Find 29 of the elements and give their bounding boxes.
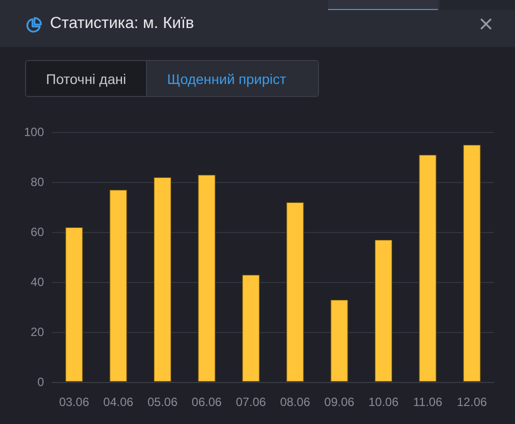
y-tick-label: 40 (30, 275, 44, 289)
x-tick-label: 10.06 (368, 395, 399, 409)
x-tick-label: 06.06 (192, 395, 222, 409)
text: Поточні дані (26, 61, 148, 96)
y-tick-label: 80 (30, 175, 44, 189)
bar (330, 300, 348, 382)
x-tick-label: 09.06 (324, 395, 355, 409)
text: Щоденний приріст (147, 61, 318, 96)
bar (286, 202, 304, 382)
bar (418, 154, 437, 382)
bar (242, 274, 260, 382)
y-tick-label: 20 (30, 325, 44, 339)
bar (65, 227, 84, 382)
bar (198, 174, 216, 382)
chart-title: Статистика: м. Київ (50, 14, 194, 34)
x-tick-label: 05.06 (147, 395, 178, 409)
x-tick-label: 11.06 (413, 395, 443, 409)
bar (462, 144, 481, 382)
bar (154, 177, 172, 382)
y-tick-label: 60 (30, 225, 44, 239)
x-tick-label: 04.06 (103, 395, 134, 409)
bar (109, 190, 128, 382)
x-tick-label: 08.06 (280, 395, 310, 409)
bar (374, 240, 392, 382)
x-tick-label: 07.06 (236, 395, 266, 409)
x-tick-label: 12.06 (456, 395, 488, 409)
x-tick-label: 03.06 (59, 395, 90, 409)
y-tick-label: 0 (37, 375, 44, 389)
y-tick-label: 100 (24, 125, 44, 139)
